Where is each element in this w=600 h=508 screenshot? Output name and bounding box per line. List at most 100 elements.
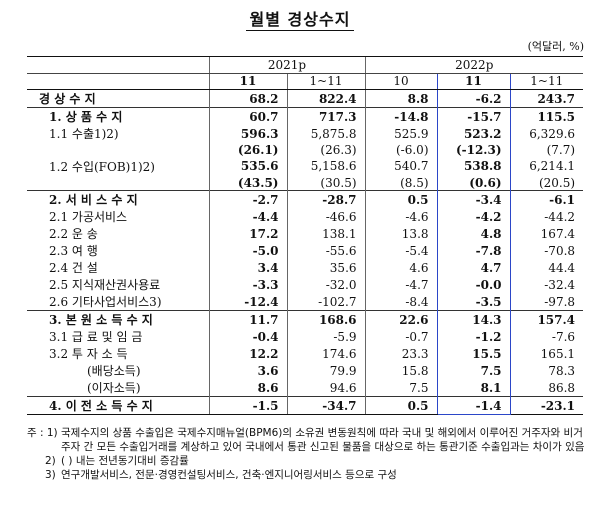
footnote-2-mark: 2) [45, 455, 56, 467]
cell-2021-1-11: 35.6 [286, 259, 366, 277]
cell-2022-11: 538.8 [436, 157, 511, 175]
header-col-2022-10: 10 [364, 73, 438, 91]
cell-2022-10: 22.6 [364, 310, 438, 329]
table-row: 4. 이 전 소 득 수 지 -1.5 -34.7 0.5 -1.4 -23.1 [27, 396, 584, 416]
row-label: 2.3 여 행 [49, 244, 98, 259]
cell-2021-11: 60.7 [208, 107, 287, 126]
header-blank [27, 56, 209, 74]
table-row: 2.5 지식재산권사용료 -3.3 -32.0 -4.7 -0.0 -32.4 [27, 276, 583, 294]
cell-2022-11: (-12.3) [436, 142, 511, 158]
cell-2021-1-11: 94.6 [286, 379, 366, 397]
row-label: (배당소득) [87, 364, 141, 379]
row-label: 1.1 수출1)2) [49, 127, 119, 142]
row-label: 4. 이 전 소 득 수 지 [27, 396, 209, 416]
cell-2022-1-11: 243.7 [537, 91, 576, 106]
row-label: 3.2 투 자 소 득 [49, 347, 128, 362]
cell-2022-11: -1.4 [436, 396, 511, 416]
cell-2021-1-11: -32.0 [286, 276, 366, 294]
cell-2021-1-11: 174.6 [286, 345, 366, 363]
cell-2021-11: -4.4 [208, 208, 287, 226]
table-row: (43.5) (30.5) (8.5) (0.6) (20.5) [27, 174, 583, 191]
cell-2022-1-11: -32.4 [544, 277, 576, 292]
cell-2022-11: 8.1 [436, 379, 511, 397]
table-row: 2.3 여 행 -5.0 -55.6 -5.4 -7.8 -70.8 [27, 242, 583, 260]
cell-2021-11: 11.7 [208, 310, 287, 329]
table-row: 2.1 가공서비스 -4.4 -46.6 -4.6 -4.2 -44.2 [27, 208, 583, 226]
cell-2021-1-11: 822.4 [286, 89, 366, 108]
cell-2021-11: 8.6 [208, 379, 287, 397]
header-row-months: 11 1~11 10 11 1~11 [27, 72, 584, 91]
table-row: 3.2 투 자 소 득 12.2 174.6 23.3 15.5 165.1 [27, 345, 583, 363]
cell-2022-10: 7.5 [364, 379, 438, 397]
table-row: (26.1) (26.3) (-6.0) (-12.3) (7.7) [27, 142, 583, 158]
cell-2022-11: -3.4 [436, 190, 511, 209]
footnote-3-mark: 3) [45, 469, 56, 481]
cell-2022-10: -8.4 [364, 293, 438, 311]
footnote-3: 3) 연구개발서비스, 전문·경영컨설팅서비스, 건축·엔지니어링서비스 등으로… [27, 468, 587, 482]
cell-2021-1-11: 5,875.8 [286, 125, 366, 143]
cell-2021-1-11: (30.5) [286, 174, 366, 191]
cell-2021-1-11: 79.9 [286, 362, 366, 380]
cell-2022-1-11: (20.5) [538, 175, 576, 190]
table-row: 1. 상 품 수 지 60.7 717.3 -14.8 -15.7 115.5 [27, 107, 584, 126]
cell-2021-11: 535.6 [208, 157, 287, 175]
cell-2022-1-11: -7.6 [551, 329, 576, 344]
cell-2022-1-11: 167.4 [540, 226, 576, 241]
row-label: 2.1 가공서비스 [49, 210, 128, 225]
cell-2022-10: 0.5 [364, 396, 438, 416]
row-label: 경 상 수 지 [39, 92, 96, 107]
row-label: 3.1 급 료 및 임 금 [49, 330, 143, 345]
table-row: 2. 서 비 스 수 지 -2.7 -28.7 0.5 -3.4 -6.1 [27, 190, 584, 209]
cell-2022-10: 0.5 [364, 190, 438, 209]
page-title-text: 월별 경상수지 [245, 10, 355, 31]
header-col-2022-11: 11 [436, 72, 511, 91]
cell-2022-11: 4.8 [436, 225, 511, 243]
cell-2021-1-11: 138.1 [286, 225, 366, 243]
table-row: 3. 본 원 소 득 수 지 11.7 168.6 22.6 14.3 157.4 [27, 310, 584, 329]
footnote-3-text: 연구개발서비스, 전문·경영컨설팅서비스, 건축·엔지니어링서비스 등으로 구성 [61, 469, 397, 481]
footnote-1: 주 : 1) 국제수지의 상품 수출입은 국제수지매뉴얼(BPM6)의 소유권 … [27, 426, 587, 454]
row-label: 2. 서 비 스 수 지 [27, 190, 209, 209]
header-2022: 2022p [364, 56, 584, 74]
cell-2021-1-11: (26.3) [286, 142, 366, 158]
cell-2021-1-11: -55.6 [286, 242, 366, 260]
table-row: 경 상 수 지 68.2 822.4 8.8 -6.2 243.7 [27, 89, 583, 108]
cell-2022-1-11: (7.7) [546, 142, 576, 157]
cell-2022-10: -5.4 [364, 242, 438, 260]
cell-2022-1-11: -44.2 [544, 209, 576, 224]
cell-2021-1-11: -34.7 [286, 396, 366, 416]
footnotes: 주 : 1) 국제수지의 상품 수출입은 국제수지매뉴얼(BPM6)의 소유권 … [27, 426, 587, 482]
cell-2022-1-11: 44.4 [548, 260, 576, 275]
cell-2022-10: 525.9 [364, 125, 438, 143]
cell-2021-1-11: 168.6 [286, 310, 366, 329]
table-row: 2.6 기타사업서비스3) -12.4 -102.7 -8.4 -3.5 -97.8 [27, 293, 583, 311]
row-label: 2.6 기타사업서비스3) [49, 295, 162, 310]
cell-2021-11: -2.7 [208, 190, 287, 209]
footnote-1-text: 국제수지의 상품 수출입은 국제수지매뉴얼(BPM6)의 소유권 변동원칙에 따… [61, 427, 585, 453]
row-label: 3. 본 원 소 득 수 지 [27, 310, 209, 329]
row-label [27, 142, 209, 158]
cell-2022-10: (-6.0) [364, 142, 438, 158]
footnote-2-text: ( ) 내는 전년동기대비 증감률 [61, 455, 189, 467]
cell-2022-1-11: 6,214.1 [529, 159, 576, 174]
cell-2021-1-11: -102.7 [286, 293, 366, 311]
cell-2021-1-11: -5.9 [286, 328, 366, 346]
cell-2021-11: -5.0 [208, 242, 287, 260]
row-label: 2.4 건 설 [49, 261, 98, 276]
row-label: 1.2 수입(FOB)1)2) [49, 159, 155, 174]
cell-2022-1-11: -97.8 [544, 294, 576, 309]
table-row: (이자소득) 8.6 94.6 7.5 8.1 86.8 [27, 379, 583, 397]
table-row: 1.2 수입(FOB)1)2) 535.6 5,158.6 540.7 538.8 6,2… [27, 157, 583, 175]
cell-2022-11: 14.3 [436, 310, 511, 329]
cell-2022-10: -4.6 [364, 208, 438, 226]
row-label: (이자소득) [87, 381, 141, 396]
row-label: 2.5 지식재산권사용료 [49, 278, 161, 293]
cell-2021-11: 3.6 [208, 362, 287, 380]
cell-2022-11: -6.2 [436, 89, 511, 108]
header-blank-2 [27, 73, 209, 91]
header-row-years: 2021p 2022p [27, 56, 584, 74]
cell-2022-10: -0.7 [364, 328, 438, 346]
cell-2021-1-11: -46.6 [286, 208, 366, 226]
cell-2022-1-11: 157.4 [510, 310, 584, 329]
cell-2022-1-11: 78.3 [548, 363, 576, 378]
